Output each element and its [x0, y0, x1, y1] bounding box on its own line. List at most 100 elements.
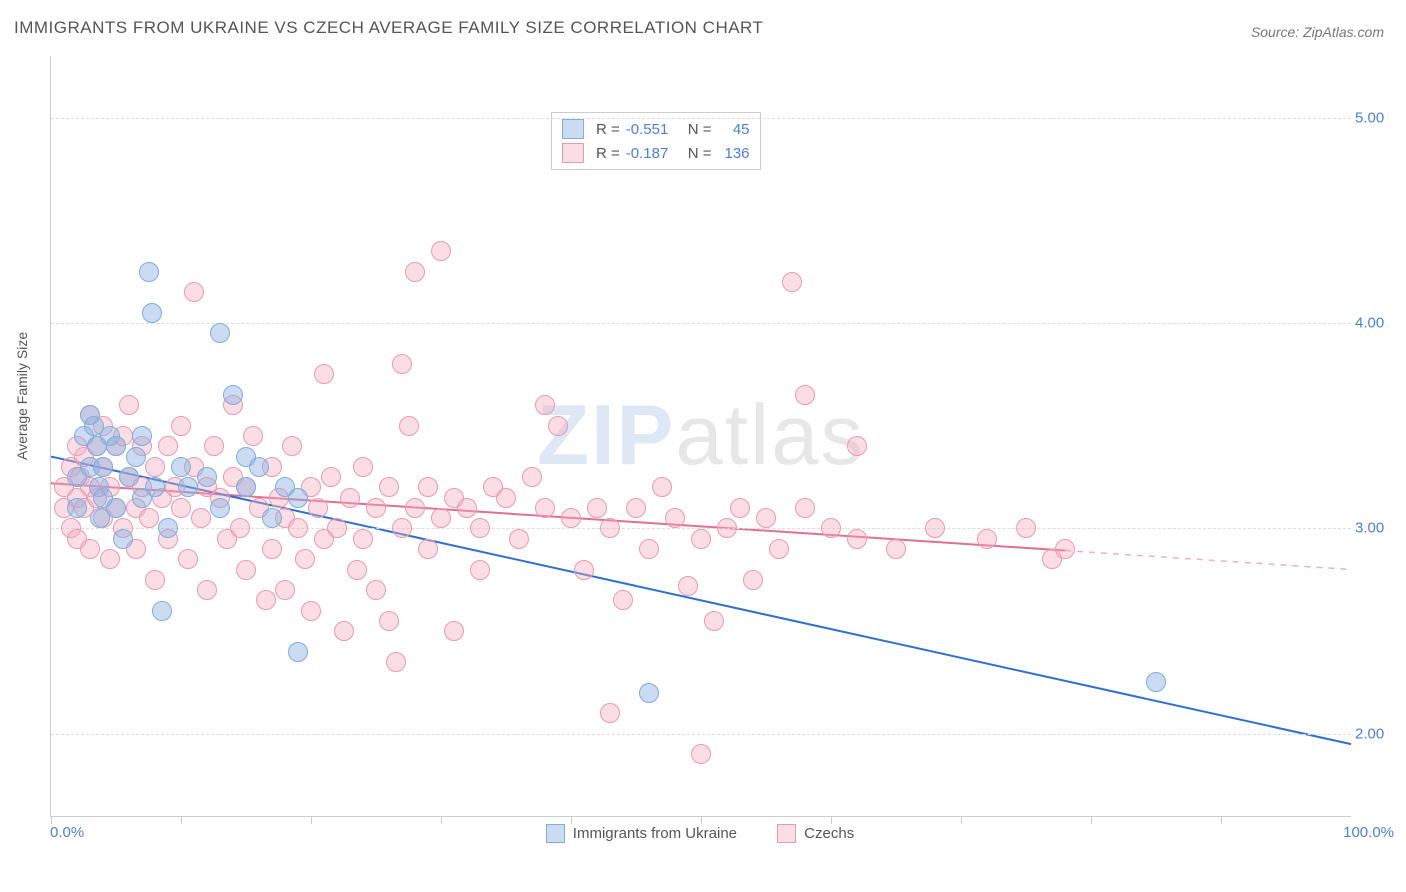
- scatter-point-a: [158, 518, 178, 538]
- legend-label-b: Czechs: [804, 825, 854, 842]
- x-tick: [701, 816, 702, 824]
- stats-legend: R = -0.551 N = 45 R = -0.187 N = 136: [551, 112, 761, 170]
- scatter-point-b: [301, 601, 321, 621]
- scatter-point-a: [119, 467, 139, 487]
- scatter-point-a: [106, 498, 126, 518]
- scatter-point-b: [847, 529, 867, 549]
- scatter-point-b: [418, 477, 438, 497]
- scatter-point-b: [340, 488, 360, 508]
- scatter-point-b: [574, 560, 594, 580]
- y-tick-label: 4.00: [1355, 315, 1403, 332]
- swatch-series-b: [562, 143, 584, 163]
- scatter-point-b: [100, 549, 120, 569]
- x-tick: [571, 816, 572, 824]
- scatter-point-a: [126, 447, 146, 467]
- x-tick: [1091, 816, 1092, 824]
- legend-item-a: Immigrants from Ukraine: [546, 824, 737, 843]
- scatter-point-b: [379, 611, 399, 631]
- scatter-point-b: [405, 262, 425, 282]
- r-value-b: -0.187: [626, 145, 676, 162]
- x-tick: [441, 816, 442, 824]
- scatter-point-b: [847, 436, 867, 456]
- scatter-point-a: [288, 642, 308, 662]
- scatter-point-a: [210, 323, 230, 343]
- scatter-point-b: [1016, 518, 1036, 538]
- scatter-point-b: [444, 621, 464, 641]
- scatter-point-b: [704, 611, 724, 631]
- legend-item-b: Czechs: [777, 824, 854, 843]
- scatter-point-b: [730, 498, 750, 518]
- stats-row-a: R = -0.551 N = 45: [562, 117, 750, 141]
- scatter-point-a: [210, 498, 230, 518]
- y-tick-label: 2.00: [1355, 725, 1403, 742]
- n-label: N =: [688, 145, 712, 162]
- scatter-point-a: [145, 477, 165, 497]
- scatter-point-b: [197, 580, 217, 600]
- scatter-point-b: [282, 436, 302, 456]
- scatter-point-b: [145, 570, 165, 590]
- swatch-series-b: [777, 824, 796, 843]
- gridline: [51, 323, 1351, 324]
- scatter-point-b: [535, 498, 555, 518]
- scatter-point-a: [106, 436, 126, 456]
- scatter-point-b: [119, 395, 139, 415]
- scatter-point-b: [314, 364, 334, 384]
- scatter-point-a: [223, 385, 243, 405]
- scatter-point-b: [405, 498, 425, 518]
- n-value-a: 45: [720, 121, 750, 138]
- y-tick-label: 5.00: [1355, 109, 1403, 126]
- scatter-point-b: [470, 518, 490, 538]
- scatter-point-b: [262, 539, 282, 559]
- scatter-point-b: [522, 467, 542, 487]
- scatter-point-b: [535, 395, 555, 415]
- r-label: R =: [596, 145, 620, 162]
- swatch-series-a: [546, 824, 565, 843]
- scatter-point-b: [743, 570, 763, 590]
- scatter-point-b: [678, 576, 698, 596]
- scatter-point-b: [431, 508, 451, 528]
- scatter-point-a: [262, 508, 282, 528]
- scatter-point-b: [379, 477, 399, 497]
- scatter-point-a: [197, 467, 217, 487]
- scatter-point-b: [626, 498, 646, 518]
- scatter-point-b: [769, 539, 789, 559]
- scatter-point-b: [230, 518, 250, 538]
- x-tick: [1221, 816, 1222, 824]
- scatter-point-b: [178, 549, 198, 569]
- scatter-point-b: [977, 529, 997, 549]
- scatter-point-b: [353, 457, 373, 477]
- scatter-point-b: [691, 744, 711, 764]
- scatter-point-b: [295, 549, 315, 569]
- scatter-point-b: [145, 457, 165, 477]
- scatter-point-b: [353, 529, 373, 549]
- scatter-point-b: [613, 590, 633, 610]
- scatter-point-b: [496, 488, 516, 508]
- scatter-point-b: [191, 508, 211, 528]
- n-value-b: 136: [720, 145, 750, 162]
- scatter-point-b: [795, 385, 815, 405]
- scatter-point-b: [275, 580, 295, 600]
- scatter-point-b: [886, 539, 906, 559]
- scatter-point-b: [717, 518, 737, 538]
- scatter-point-b: [321, 467, 341, 487]
- scatter-point-b: [470, 560, 490, 580]
- regression-line-extrapolated: [1065, 551, 1351, 570]
- series-legend: Immigrants from Ukraine Czechs: [50, 824, 1350, 847]
- scatter-point-b: [431, 241, 451, 261]
- scatter-point-b: [561, 508, 581, 528]
- scatter-point-b: [925, 518, 945, 538]
- scatter-point-b: [392, 354, 412, 374]
- scatter-point-a: [171, 457, 191, 477]
- scatter-point-a: [1146, 672, 1166, 692]
- scatter-point-a: [139, 262, 159, 282]
- scatter-point-b: [1055, 539, 1075, 559]
- gridline: [51, 118, 1351, 119]
- scatter-point-a: [93, 457, 113, 477]
- scatter-point-b: [171, 416, 191, 436]
- scatter-point-b: [691, 529, 711, 549]
- scatter-point-b: [366, 580, 386, 600]
- scatter-point-a: [178, 477, 198, 497]
- chart-title: IMMIGRANTS FROM UKRAINE VS CZECH AVERAGE…: [14, 18, 763, 38]
- source-attribution: Source: ZipAtlas.com: [1251, 24, 1384, 40]
- x-tick: [311, 816, 312, 824]
